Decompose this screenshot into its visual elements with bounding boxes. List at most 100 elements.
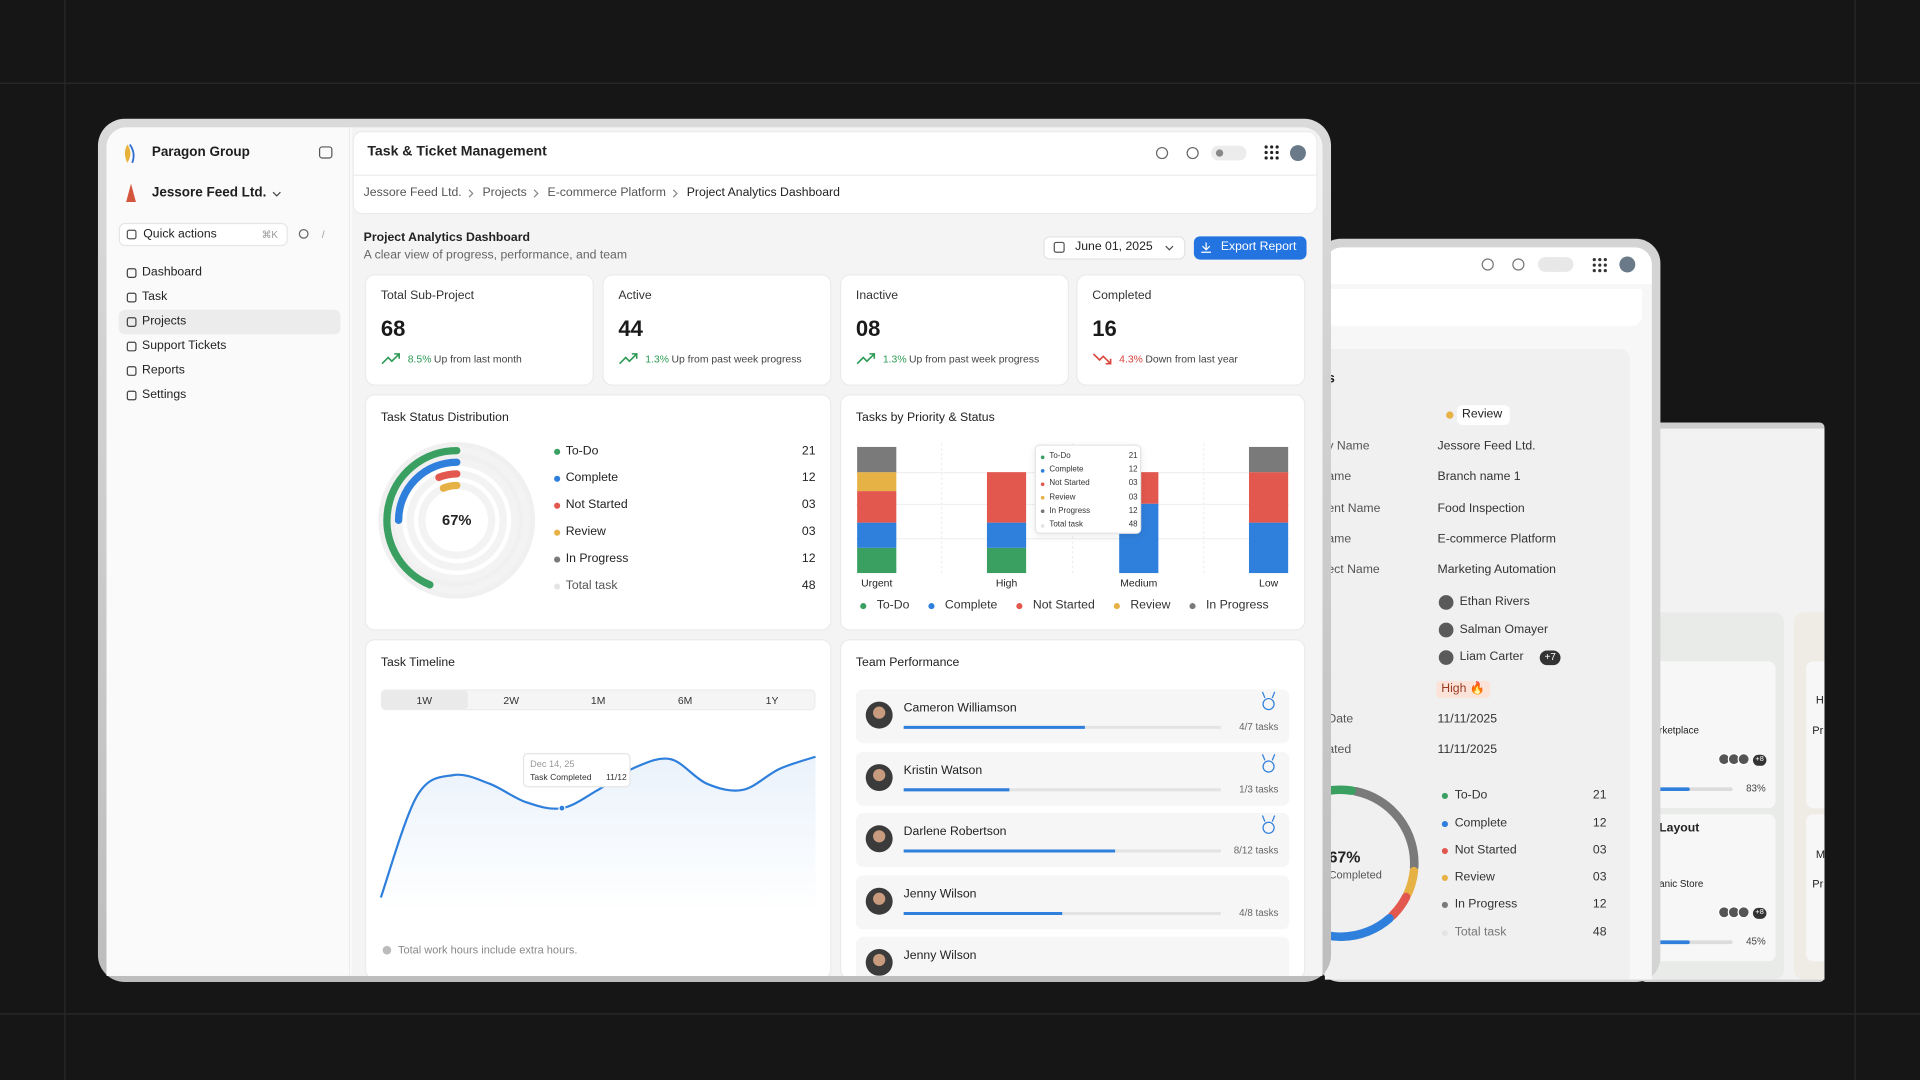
bar-segment bbox=[986, 547, 1027, 574]
stat-change: 8.5% bbox=[407, 352, 432, 365]
stat-value: 68 bbox=[380, 316, 406, 341]
legend-value: 12 bbox=[801, 471, 816, 485]
apps-icon bbox=[1603, 269, 1607, 273]
nav-item[interactable]: Projects bbox=[142, 314, 187, 329]
stat-label: Inactive bbox=[855, 288, 899, 303]
card-title: Task Timeline bbox=[380, 656, 455, 670]
field-value: 11/11/2025 bbox=[1437, 743, 1498, 757]
legend-dot bbox=[554, 475, 561, 482]
edge-text: M bbox=[1815, 848, 1825, 861]
avatar bbox=[1290, 145, 1306, 162]
legend-dot bbox=[1040, 482, 1045, 486]
tooltip-name: To-Do bbox=[1049, 451, 1071, 461]
icon bbox=[1481, 258, 1494, 271]
member-tasks: 8/12 tasks bbox=[1233, 845, 1279, 857]
legend-dot bbox=[1441, 847, 1448, 855]
nav-icon bbox=[126, 292, 137, 303]
edge-text: H bbox=[1815, 693, 1824, 707]
donut-segment bbox=[1351, 786, 1419, 872]
avatar bbox=[1737, 753, 1750, 766]
legend-value: 03 bbox=[801, 498, 816, 512]
field-value: Branch name 1 bbox=[1437, 470, 1521, 484]
ring bbox=[439, 481, 461, 492]
legend-dot bbox=[1016, 603, 1023, 610]
tab-bar bbox=[380, 689, 816, 711]
legend-name: In Progress bbox=[1454, 897, 1518, 912]
tab[interactable]: 6M bbox=[677, 693, 693, 706]
legend-value: 48 bbox=[1592, 925, 1607, 940]
legend-value: 03 bbox=[1592, 870, 1607, 885]
breadcrumb[interactable]: E-commerce Platform bbox=[547, 186, 666, 200]
theme-toggle bbox=[1537, 257, 1574, 272]
member-name: Jenny Wilson bbox=[903, 948, 977, 963]
tooltip-value: 12 bbox=[1128, 465, 1138, 475]
breadcrumb[interactable]: Projects bbox=[482, 186, 527, 200]
nav-item[interactable]: Support Tickets bbox=[142, 339, 227, 353]
toggle-knob bbox=[1215, 149, 1224, 157]
apps-icon bbox=[1264, 150, 1268, 155]
donut-center: 67% bbox=[1328, 847, 1361, 866]
breadcrumb[interactable]: Project Analytics Dashboard bbox=[686, 186, 840, 200]
person-name: Ethan Rivers bbox=[1459, 595, 1530, 609]
member-tasks: 4/7 tasks bbox=[1239, 721, 1279, 733]
apps-icon bbox=[1275, 150, 1279, 155]
collapse-icon bbox=[318, 146, 333, 159]
date-text: June 01, 2025 bbox=[1075, 240, 1153, 254]
info-icon bbox=[382, 945, 392, 955]
card bbox=[1646, 661, 1776, 809]
stat-label: Completed bbox=[1092, 288, 1152, 303]
tab-active bbox=[382, 690, 468, 709]
tooltip: Dec 14, 25 Task Completed 11/12 bbox=[522, 753, 631, 788]
card bbox=[1806, 661, 1825, 809]
window: rketplace +8 83% Layout anic Store +8 45% H Pr M P… bbox=[1646, 428, 1825, 980]
trend-icon bbox=[856, 353, 876, 365]
nav-item[interactable]: Settings bbox=[142, 388, 187, 402]
person-name: Salman Omayer bbox=[1459, 622, 1549, 637]
tab[interactable]: 1Y bbox=[765, 693, 779, 706]
nav-icon bbox=[126, 366, 137, 376]
field-label: y Name bbox=[1327, 439, 1370, 454]
quick-actions[interactable] bbox=[118, 222, 288, 247]
apps-icon bbox=[1270, 145, 1274, 149]
stat-change: 4.3% bbox=[1119, 352, 1143, 365]
avatar-face bbox=[873, 892, 886, 905]
date-button[interactable] bbox=[1043, 236, 1186, 260]
legend-value: 12 bbox=[801, 552, 816, 566]
card bbox=[1806, 814, 1825, 962]
icon bbox=[126, 229, 137, 240]
tooltip-value: 03 bbox=[1128, 479, 1138, 488]
stat-change: 1.3% bbox=[882, 352, 907, 365]
bar-segment bbox=[857, 522, 897, 548]
tab[interactable]: 2W bbox=[503, 693, 520, 706]
window: Paragon Group Jessore Feed Ltd. Quick acti… bbox=[106, 127, 1323, 976]
avatar-face bbox=[873, 953, 886, 967]
tab[interactable]: 1M bbox=[590, 693, 606, 706]
field-label: ect Name bbox=[1327, 563, 1380, 577]
donut-label: Completed bbox=[1328, 868, 1382, 882]
legend-dot bbox=[928, 603, 935, 610]
trend-icon bbox=[1092, 353, 1112, 365]
tab[interactable]: 1W bbox=[416, 693, 433, 706]
apps-icon bbox=[1603, 258, 1607, 262]
breadcrumb[interactable]: Jessore Feed Ltd. bbox=[363, 186, 462, 200]
icon bbox=[1512, 258, 1525, 271]
percent: 45% bbox=[1746, 935, 1766, 947]
field-value: 11/11/2025 bbox=[1437, 712, 1498, 727]
legend-dot bbox=[554, 502, 561, 509]
member-row bbox=[855, 751, 1290, 806]
avatar bbox=[1438, 595, 1454, 610]
legend-name: Total task bbox=[1454, 925, 1507, 940]
tooltip-name: Review bbox=[1049, 493, 1076, 502]
nav-item[interactable]: Reports bbox=[142, 363, 185, 378]
org-name: Paragon Group bbox=[151, 144, 250, 160]
tooltip: To-Do 21 Complete 12 Not Started 03 Review 03 In… bbox=[1034, 444, 1142, 534]
nav-item[interactable]: Task bbox=[142, 290, 168, 304]
export-button[interactable] bbox=[1193, 236, 1307, 260]
card-subtitle: rketplace bbox=[1659, 725, 1699, 737]
nav-item[interactable]: Dashboard bbox=[142, 265, 202, 280]
progress-fill bbox=[1653, 940, 1690, 945]
stat-note: Up from past week progress bbox=[671, 352, 802, 365]
shortcut: ⌘K bbox=[261, 229, 278, 241]
badge-ribbon bbox=[1261, 815, 1276, 822]
